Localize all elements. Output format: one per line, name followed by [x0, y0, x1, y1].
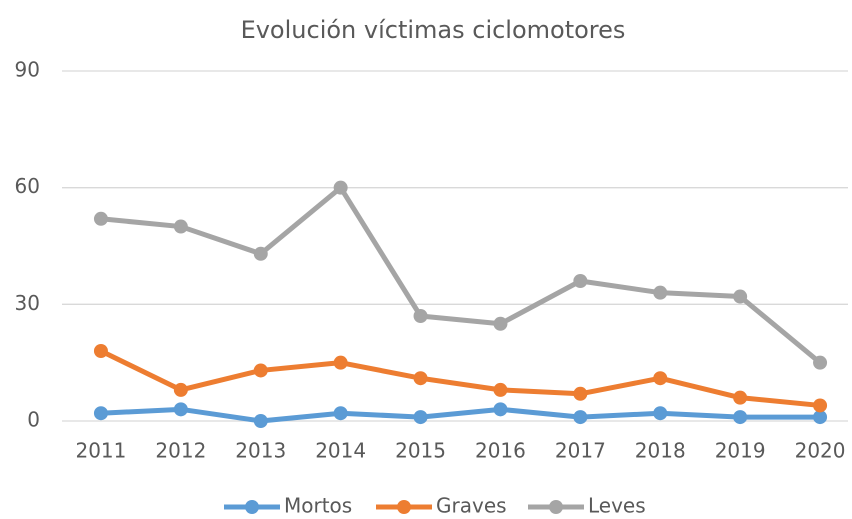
data-point	[573, 274, 588, 288]
data-point	[493, 316, 508, 331]
data-point	[813, 410, 828, 425]
data-point	[253, 414, 268, 428]
data-point	[93, 344, 108, 358]
legend-marker	[245, 500, 259, 514]
x-tick-label: 2012	[155, 439, 206, 463]
series-line	[100, 185, 822, 365]
x-tick-label: 2018	[635, 439, 686, 463]
data-point	[413, 371, 428, 386]
data-point	[733, 410, 748, 425]
data-point	[333, 406, 348, 421]
legend-label: Mortos	[284, 494, 352, 518]
legend-marker	[397, 500, 411, 514]
data-point	[493, 402, 508, 417]
data-point	[573, 410, 588, 425]
data-point	[173, 382, 188, 397]
y-tick-label: 60	[15, 174, 40, 198]
x-tick-label: 2019	[715, 439, 766, 463]
data-point	[733, 289, 748, 304]
legend-marker	[549, 500, 563, 514]
y-tick-label: 90	[15, 58, 40, 82]
series-line	[100, 406, 821, 424]
data-point	[253, 363, 268, 378]
data-point	[333, 180, 348, 195]
chart-title: Evolución víctimas ciclomotores	[241, 16, 626, 44]
x-tick-label: 2015	[395, 439, 446, 463]
data-point	[173, 219, 188, 234]
data-point	[173, 402, 188, 417]
data-point	[413, 410, 428, 425]
series-line	[99, 348, 821, 408]
x-tick-label: 2016	[475, 439, 526, 463]
data-point	[493, 382, 508, 397]
data-point	[333, 355, 348, 370]
data-point	[573, 386, 588, 401]
x-tick-label: 2013	[235, 439, 286, 463]
data-point	[813, 398, 828, 413]
x-tick-label: 2017	[555, 439, 606, 463]
data-point	[813, 355, 828, 370]
data-point	[653, 285, 668, 300]
legend-label: Leves	[588, 494, 646, 518]
legend-label: Graves	[436, 494, 507, 518]
data-point	[653, 406, 668, 421]
x-tick-label: 2020	[795, 439, 846, 463]
data-point	[93, 406, 108, 421]
data-point	[413, 309, 428, 323]
data-point	[93, 211, 108, 226]
data-point	[253, 246, 268, 261]
x-tick-label: 2014	[315, 439, 366, 463]
data-point	[653, 371, 668, 386]
y-tick-label: 0	[27, 408, 40, 432]
x-tick-label: 2011	[75, 439, 126, 463]
y-tick-label: 30	[15, 291, 40, 315]
data-point	[733, 390, 748, 405]
